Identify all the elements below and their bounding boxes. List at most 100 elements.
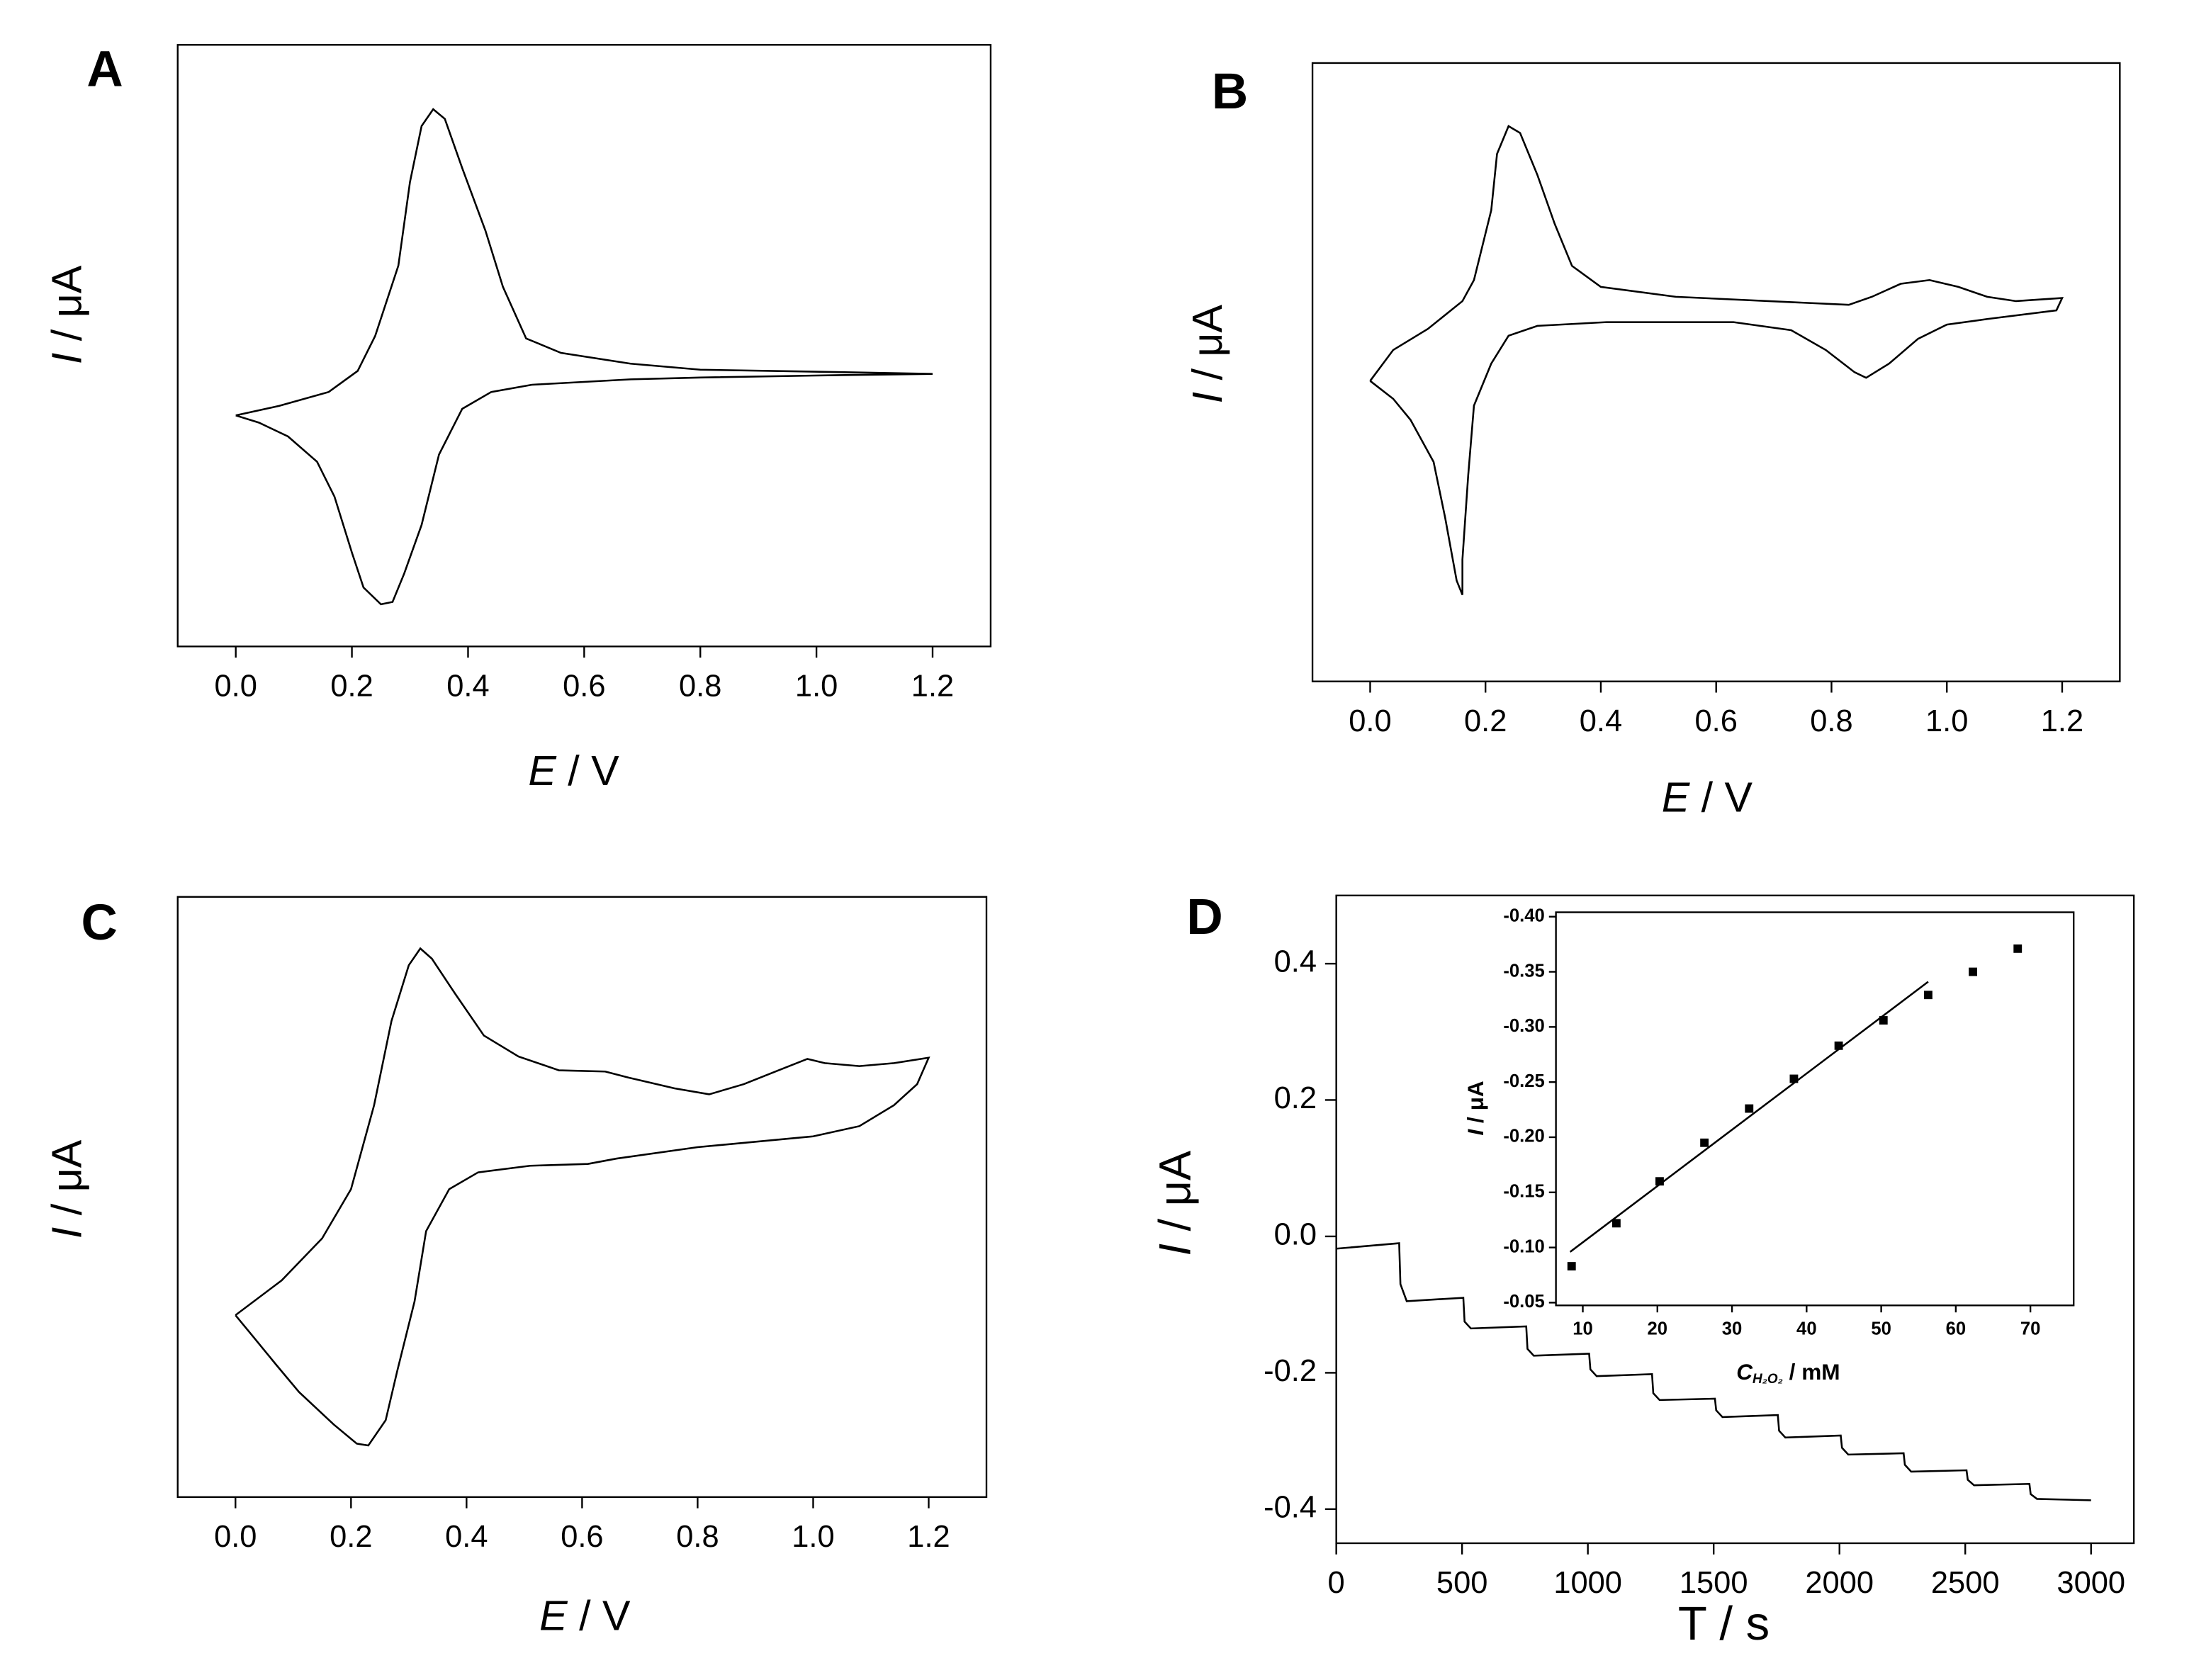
x-axis-symbol: E xyxy=(528,747,557,794)
x-tick-label: 40 xyxy=(1796,1319,1817,1339)
y-axis-label: I / μA xyxy=(43,1139,90,1239)
plot-frame xyxy=(176,896,988,1499)
x-axis-label: CH₂O₂ / mM xyxy=(1736,1359,1840,1387)
x-axis-unit: / V xyxy=(568,1591,631,1639)
x-tick-label: 1.2 xyxy=(907,1520,950,1554)
x-tick-label: 20 xyxy=(1648,1319,1668,1339)
fit-line xyxy=(1569,981,1929,1253)
y-tick-label: 0.0 xyxy=(1274,1217,1317,1251)
x-tick-label: 0.6 xyxy=(563,669,605,703)
x-tick-label: 0 xyxy=(1328,1566,1345,1600)
x-tick-label: 60 xyxy=(1946,1319,1967,1339)
y-axis-label: I / μA xyxy=(1150,1150,1200,1256)
y-tick-label: 0.4 xyxy=(1274,945,1317,979)
x-tick-label: 0.4 xyxy=(1580,704,1622,738)
x-axis-unit: / V xyxy=(556,747,619,794)
x-tick-label: 0.8 xyxy=(676,1520,719,1554)
panel-letter: B xyxy=(1212,64,1248,120)
x-tick-label: 1000 xyxy=(1553,1566,1622,1600)
x-tick-label: 3000 xyxy=(2057,1566,2125,1600)
x-tick-label: 2500 xyxy=(1931,1566,2000,1600)
plot-frame xyxy=(1311,62,2121,682)
y-axis-symbol: I xyxy=(1150,1244,1200,1256)
data-point xyxy=(2013,944,2023,953)
x-tick-label: 0.0 xyxy=(214,1520,257,1554)
y-axis-unit: / μA xyxy=(1463,1081,1488,1129)
x-tick-label: 0.0 xyxy=(1349,704,1391,738)
y-axis-label: I / μA xyxy=(1463,1081,1488,1135)
data-line xyxy=(1369,125,2064,595)
data-line xyxy=(1336,1242,2091,1501)
x-axis-unit: / mM xyxy=(1783,1359,1840,1385)
y-tick-label: 0.2 xyxy=(1274,1081,1317,1115)
x-tick-label: 1.0 xyxy=(792,1520,834,1554)
x-tick-label: 50 xyxy=(1871,1319,1891,1339)
panel-letter: C xyxy=(81,895,118,951)
x-tick-label: 1.0 xyxy=(1925,704,1968,738)
y-tick-label: -0.40 xyxy=(1503,906,1544,925)
x-tick-label: 1.2 xyxy=(2041,704,2083,738)
x-tick-label: 2000 xyxy=(1805,1566,1874,1600)
y-tick-label: -0.15 xyxy=(1503,1182,1544,1202)
x-tick-label: 0.8 xyxy=(679,669,721,703)
x-axis-label: T / s xyxy=(1678,1597,1770,1650)
x-axis-subscript: H₂O₂ xyxy=(1753,1372,1783,1387)
plot-frame xyxy=(176,44,992,648)
y-tick-label: -0.10 xyxy=(1503,1236,1544,1256)
y-axis-unit: / μA xyxy=(1150,1150,1200,1244)
data-point xyxy=(1879,1016,1888,1025)
y-tick-label: -0.05 xyxy=(1503,1292,1544,1312)
y-axis-symbol: I xyxy=(43,1227,90,1239)
x-tick-label: 10 xyxy=(1573,1319,1593,1339)
x-axis-label: E / V xyxy=(539,1591,631,1639)
x-tick-label: 0.2 xyxy=(330,669,373,703)
y-axis-label: I / μA xyxy=(1183,304,1231,403)
y-axis-symbol: I xyxy=(1463,1129,1488,1136)
x-axis-symbol: C xyxy=(1736,1359,1753,1385)
x-tick-label: 1.2 xyxy=(911,669,954,703)
y-tick-label: -0.2 xyxy=(1264,1354,1317,1388)
y-axis-unit: / μA xyxy=(43,1139,90,1227)
data-point xyxy=(1745,1104,1754,1113)
y-axis-unit: / μA xyxy=(1183,304,1231,391)
data-point xyxy=(1611,1219,1621,1228)
panel-letter: A xyxy=(86,42,123,98)
x-tick-label: 0.8 xyxy=(1810,704,1852,738)
data-point xyxy=(1969,967,1978,976)
y-axis-symbol: I xyxy=(43,353,90,364)
plot-frame xyxy=(1335,894,2135,1545)
x-tick-label: 0.2 xyxy=(1464,704,1507,738)
data-point xyxy=(1567,1262,1576,1270)
x-tick-label: 0.6 xyxy=(1695,704,1738,738)
data-line xyxy=(235,108,933,606)
y-axis-unit: / μA xyxy=(43,265,90,352)
y-axis-symbol: I xyxy=(1183,392,1231,403)
x-tick-label: 30 xyxy=(1722,1319,1743,1339)
x-tick-label: 0.4 xyxy=(445,1520,488,1554)
x-tick-label: 0.2 xyxy=(330,1520,372,1554)
data-line xyxy=(235,947,930,1447)
x-tick-label: 1500 xyxy=(1680,1566,1748,1600)
x-tick-label: 1.0 xyxy=(795,669,838,703)
x-axis-symbol: E xyxy=(539,1591,568,1639)
data-point xyxy=(1700,1138,1709,1147)
y-axis-label: I / μA xyxy=(43,265,90,364)
x-tick-label: 500 xyxy=(1436,1566,1487,1600)
x-axis-label: E / V xyxy=(528,747,619,794)
x-axis-unit: / V xyxy=(1689,773,1753,821)
data-point xyxy=(1834,1041,1843,1050)
y-tick-label: -0.35 xyxy=(1503,961,1544,981)
x-axis-label: E / V xyxy=(1662,773,1753,821)
x-tick-label: 0.6 xyxy=(561,1520,603,1554)
data-point xyxy=(1655,1177,1664,1186)
x-tick-label: 70 xyxy=(2020,1319,2041,1339)
y-tick-label: -0.25 xyxy=(1503,1071,1544,1091)
x-tick-label: 0.0 xyxy=(215,669,257,703)
panel-letter: D xyxy=(1186,889,1222,945)
y-tick-label: -0.20 xyxy=(1503,1127,1544,1146)
data-point xyxy=(1923,991,1933,1000)
plot-frame xyxy=(1555,911,2075,1307)
y-tick-label: -0.4 xyxy=(1264,1490,1317,1524)
